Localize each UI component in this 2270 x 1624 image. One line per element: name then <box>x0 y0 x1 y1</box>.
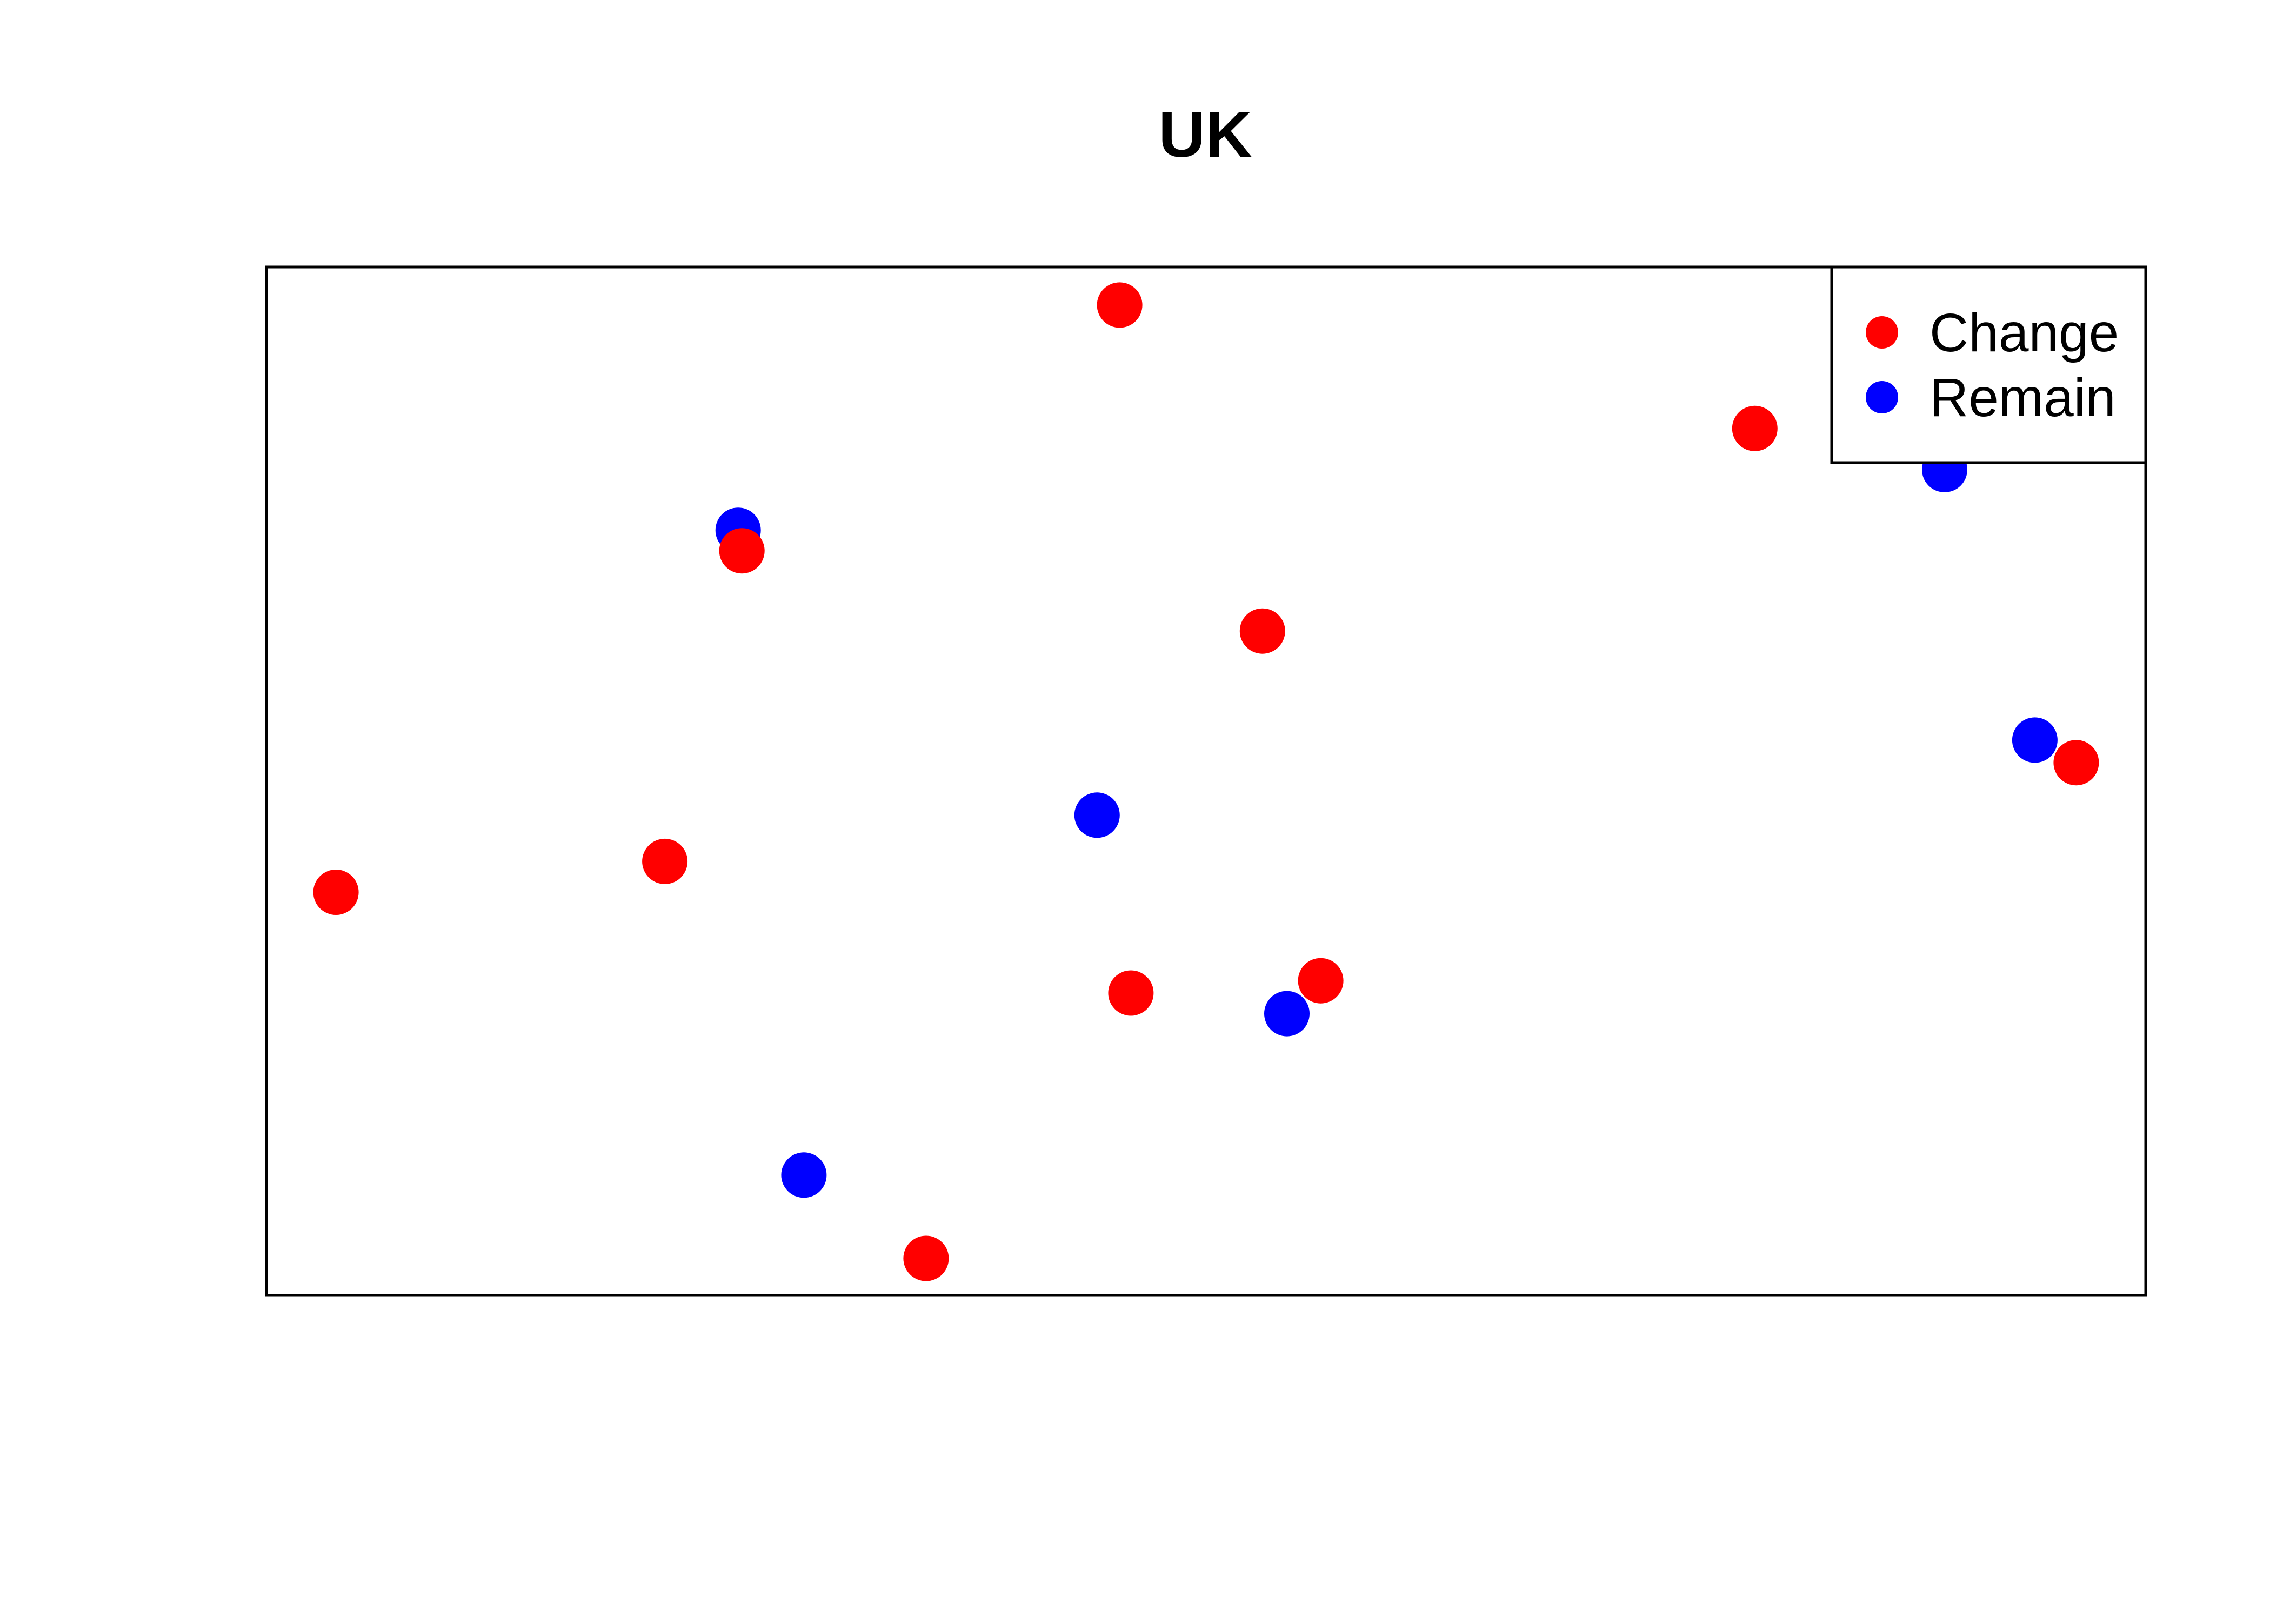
data-point-change <box>1298 958 1344 1004</box>
data-point-change <box>719 528 765 574</box>
data-point-change <box>642 838 688 884</box>
data-points <box>313 282 2099 1281</box>
data-point-remain <box>1264 991 1310 1037</box>
data-point-change <box>1108 970 1154 1016</box>
data-point-change <box>1097 282 1143 328</box>
data-point-change <box>1239 608 1285 654</box>
legend-label-change: Change <box>1929 303 2119 363</box>
legend-marker-change <box>1866 316 1898 349</box>
chart-title: UK <box>1158 98 1252 171</box>
data-point-remain <box>781 1152 827 1198</box>
plot-area-frame <box>265 265 2147 1297</box>
legend-marker-remain <box>1866 381 1898 413</box>
legend-label-remain: Remain <box>1929 367 2116 428</box>
data-point-change <box>1732 405 1778 451</box>
data-point-change <box>313 870 359 915</box>
legend: Change Remain <box>1830 265 2147 464</box>
data-point-remain <box>1074 792 1120 838</box>
data-point-change <box>2053 740 2099 786</box>
data-point-change <box>903 1235 949 1281</box>
legend-box <box>1830 265 2147 464</box>
data-point-remain <box>2012 717 2058 763</box>
